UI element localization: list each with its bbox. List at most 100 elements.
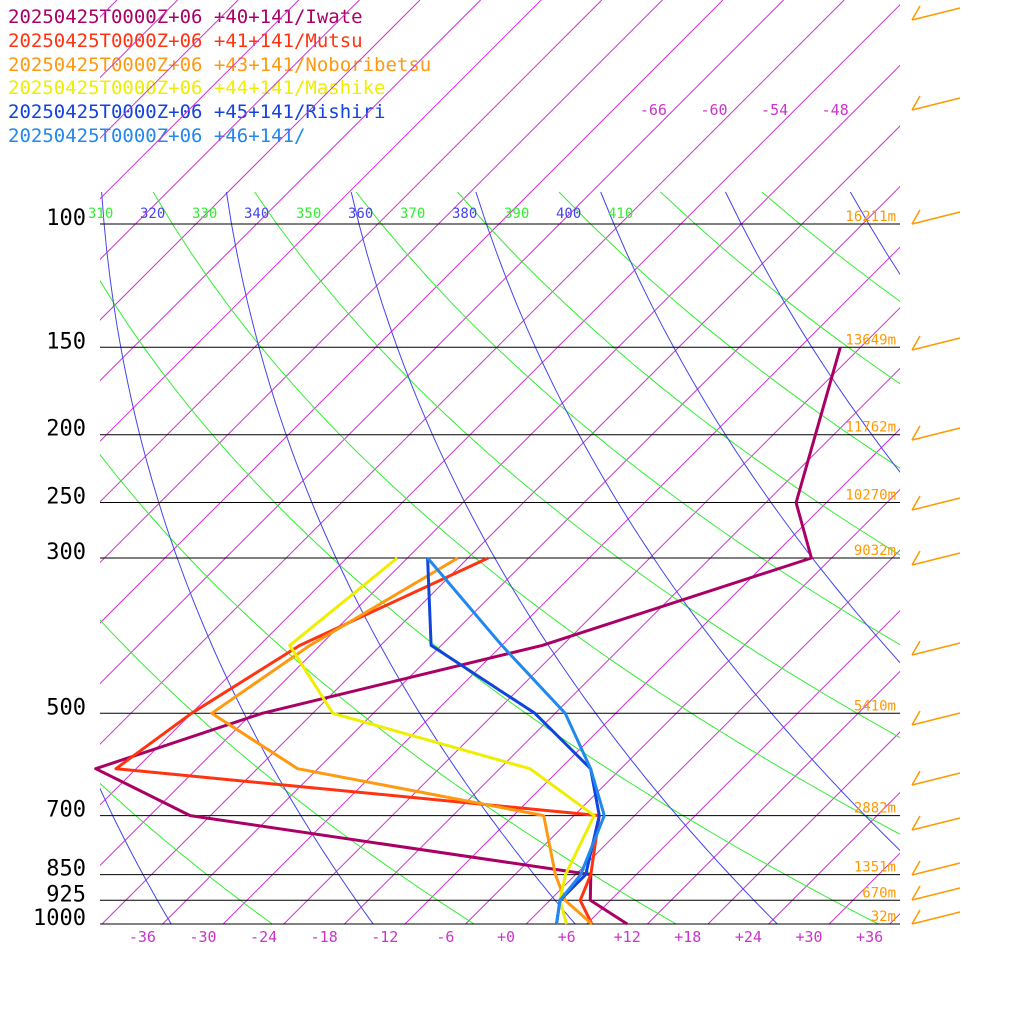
background-guide-lines: [0, 0, 900, 924]
isotherm-line: [828, 852, 900, 924]
isotherm-line: [586, 610, 900, 924]
wind-barb-feather: [911, 550, 921, 566]
wind-barb: [911, 337, 961, 351]
theta-label: 310: [88, 206, 113, 222]
temperature-trace: [426, 557, 606, 925]
x-tick-label: -36: [129, 928, 156, 946]
height-label: 10270m: [845, 488, 896, 504]
x-tick-label: -6: [436, 928, 454, 946]
wind-barb-feather: [911, 710, 921, 726]
wind-barb: [911, 7, 961, 21]
isotherm-line: [344, 367, 900, 924]
wind-barb-feather: [911, 209, 921, 225]
dry-adiabat-line: [100, 619, 475, 924]
dry-adiabat-line: [152, 191, 900, 835]
theta-label: 340: [244, 206, 269, 222]
isotherm-line: [100, 0, 481, 382]
isotherm-line: [100, 0, 178, 79]
isotherm-line: [101, 125, 900, 924]
height-label: 32m: [871, 909, 896, 925]
wind-barb: [911, 497, 961, 511]
height-label: 9032m: [854, 543, 896, 559]
wind-barb: [911, 817, 961, 831]
upper-temp-label: -54: [761, 101, 788, 119]
isotherm-line: [404, 428, 900, 924]
legend-entry-mashike: 20250425T0000Z+06 +44+141/Mashike: [8, 77, 386, 100]
wind-barb: [911, 772, 961, 786]
dry-adiabat-line: [100, 279, 879, 924]
x-tick-label: +0: [497, 928, 515, 946]
x-tick-label: +12: [614, 928, 641, 946]
height-label: 11762m: [845, 420, 896, 436]
wind-barb: [911, 712, 961, 726]
moist-adiabat-line: [101, 191, 374, 924]
isotherm-line: [100, 0, 603, 503]
isotherm-line: [100, 0, 360, 261]
theta-label: 330: [192, 206, 217, 222]
legend-entry-mutsu: 20250425T0000Z+06 +41+141/Mutsu: [8, 29, 363, 52]
legend-entry-46-141: 20250425T0000Z+06 +46+141/: [8, 124, 306, 147]
moist-adiabat-line: [225, 191, 576, 924]
legend: 20250425T0000Z+06 +40+141/Iwate 20250425…: [8, 6, 431, 149]
theta-label: 380: [452, 206, 477, 222]
wind-barb-feather: [911, 885, 921, 901]
pressure-label: 500: [46, 695, 86, 720]
x-tick-label: -18: [311, 928, 338, 946]
wind-barb-feather: [911, 860, 921, 876]
temperature-traces: [94, 346, 842, 926]
wind-barb: [911, 887, 961, 901]
wind-barb-feather: [911, 495, 921, 511]
temperature-trace: [288, 556, 596, 925]
wind-barb-feather: [911, 95, 921, 111]
pressure-label: 925: [46, 882, 86, 907]
wind-barb-feather: [911, 909, 921, 925]
wind-barb: [911, 211, 961, 225]
isotherm-line: [283, 307, 900, 924]
wind-barb-feather: [911, 770, 921, 786]
isotherm-line: [465, 488, 900, 924]
moist-adiabat-line: [100, 787, 172, 924]
isobar-lines: [100, 223, 900, 925]
temperature-trace: [426, 557, 601, 925]
height-label: 16211m: [845, 209, 896, 225]
wind-barb: [911, 97, 961, 111]
theta-label: 360: [348, 206, 373, 222]
pressure-label: 700: [46, 798, 86, 823]
x-tick-label: -12: [371, 928, 398, 946]
isotherm-line: [0, 0, 56, 924]
height-label: 13649m: [845, 332, 896, 348]
isotherm-line: [100, 0, 845, 745]
isotherm-line: [100, 0, 421, 321]
wind-barbs: [911, 5, 961, 925]
x-tick-label: -24: [250, 928, 277, 946]
dry-adiabat-line: [100, 782, 273, 924]
upper-temp-label: -66: [640, 101, 667, 119]
height-label: 2882m: [854, 801, 896, 817]
dry-adiabat-line: [355, 191, 900, 646]
temperature-trace: [94, 346, 842, 926]
theta-label: 370: [400, 206, 425, 222]
wind-barb-feather: [911, 5, 921, 21]
pressure-label: 100: [46, 206, 86, 231]
dry-adiabat-line: [254, 191, 900, 739]
wind-barb: [911, 862, 961, 876]
x-tick-label: +30: [795, 928, 822, 946]
pressure-label: 1000: [33, 906, 86, 931]
pressure-label: 150: [46, 329, 86, 354]
pressure-label: 250: [46, 485, 86, 510]
height-label: 5410m: [854, 698, 896, 714]
wind-barb-feather: [911, 335, 921, 351]
wind-barb-feather: [911, 640, 921, 656]
theta-label: 390: [504, 206, 529, 222]
moist-adiabat-line: [350, 191, 778, 924]
x-tick-label: +18: [674, 928, 701, 946]
pressure-label: 850: [46, 857, 86, 882]
isotherm-line: [889, 913, 900, 924]
pressure-label: 200: [46, 417, 86, 442]
isotherm-line: [100, 0, 784, 685]
theta-label: 320: [140, 206, 165, 222]
x-tick-label: +6: [558, 928, 576, 946]
wind-barb: [911, 642, 961, 656]
legend-entry-noboribetsu: 20250425T0000Z+06 +43+141/Noboribetsu: [8, 53, 432, 76]
